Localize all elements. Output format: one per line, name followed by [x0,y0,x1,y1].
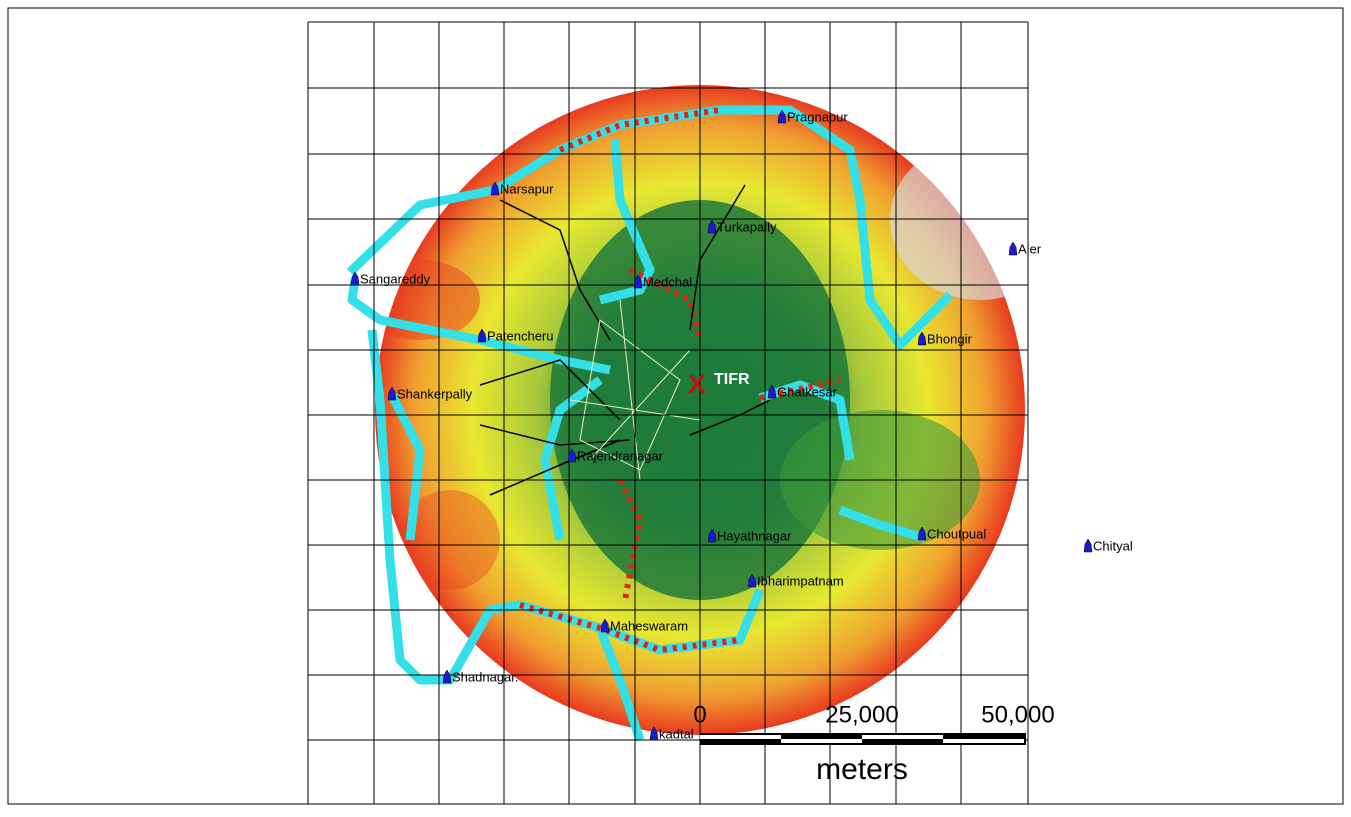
place-label: Pragnapur [787,109,848,124]
place-label: Shadnagar. [452,669,519,684]
place-label: Medchal [643,274,692,289]
place-label: Maheswaram [610,618,688,633]
place-label: Ibharimpatnam [757,573,844,588]
place-label: Aler [1018,241,1042,256]
place-label: Patencheru [487,328,554,343]
place-label: Shankerpally [397,386,473,401]
place-label: Chityal [1093,538,1133,553]
place-label: Sangareddy [360,271,431,286]
scale-unit: meters [816,753,908,786]
place-label: Bhongir [927,331,972,346]
scale-label: 50,000 [981,701,1054,728]
scale-label: 25,000 [825,701,898,728]
place-label: Ghatkesar [777,384,838,399]
scale-label: 0 [693,701,706,728]
place-label: Choutpual [927,526,986,541]
place-label: Hayathnagar [717,528,792,543]
place-label: Turkapally [717,219,777,234]
site-marker-symbol: X [688,369,706,399]
site-marker-label: TIFR [714,371,750,388]
place-label: Narsapur [500,181,554,196]
map-view: Pragnapur Narsapur Turkapally Aler Sangaredd… [0,0,1351,812]
place-label: kadtal [659,726,694,741]
place-label: Rajendranagar [577,448,664,463]
